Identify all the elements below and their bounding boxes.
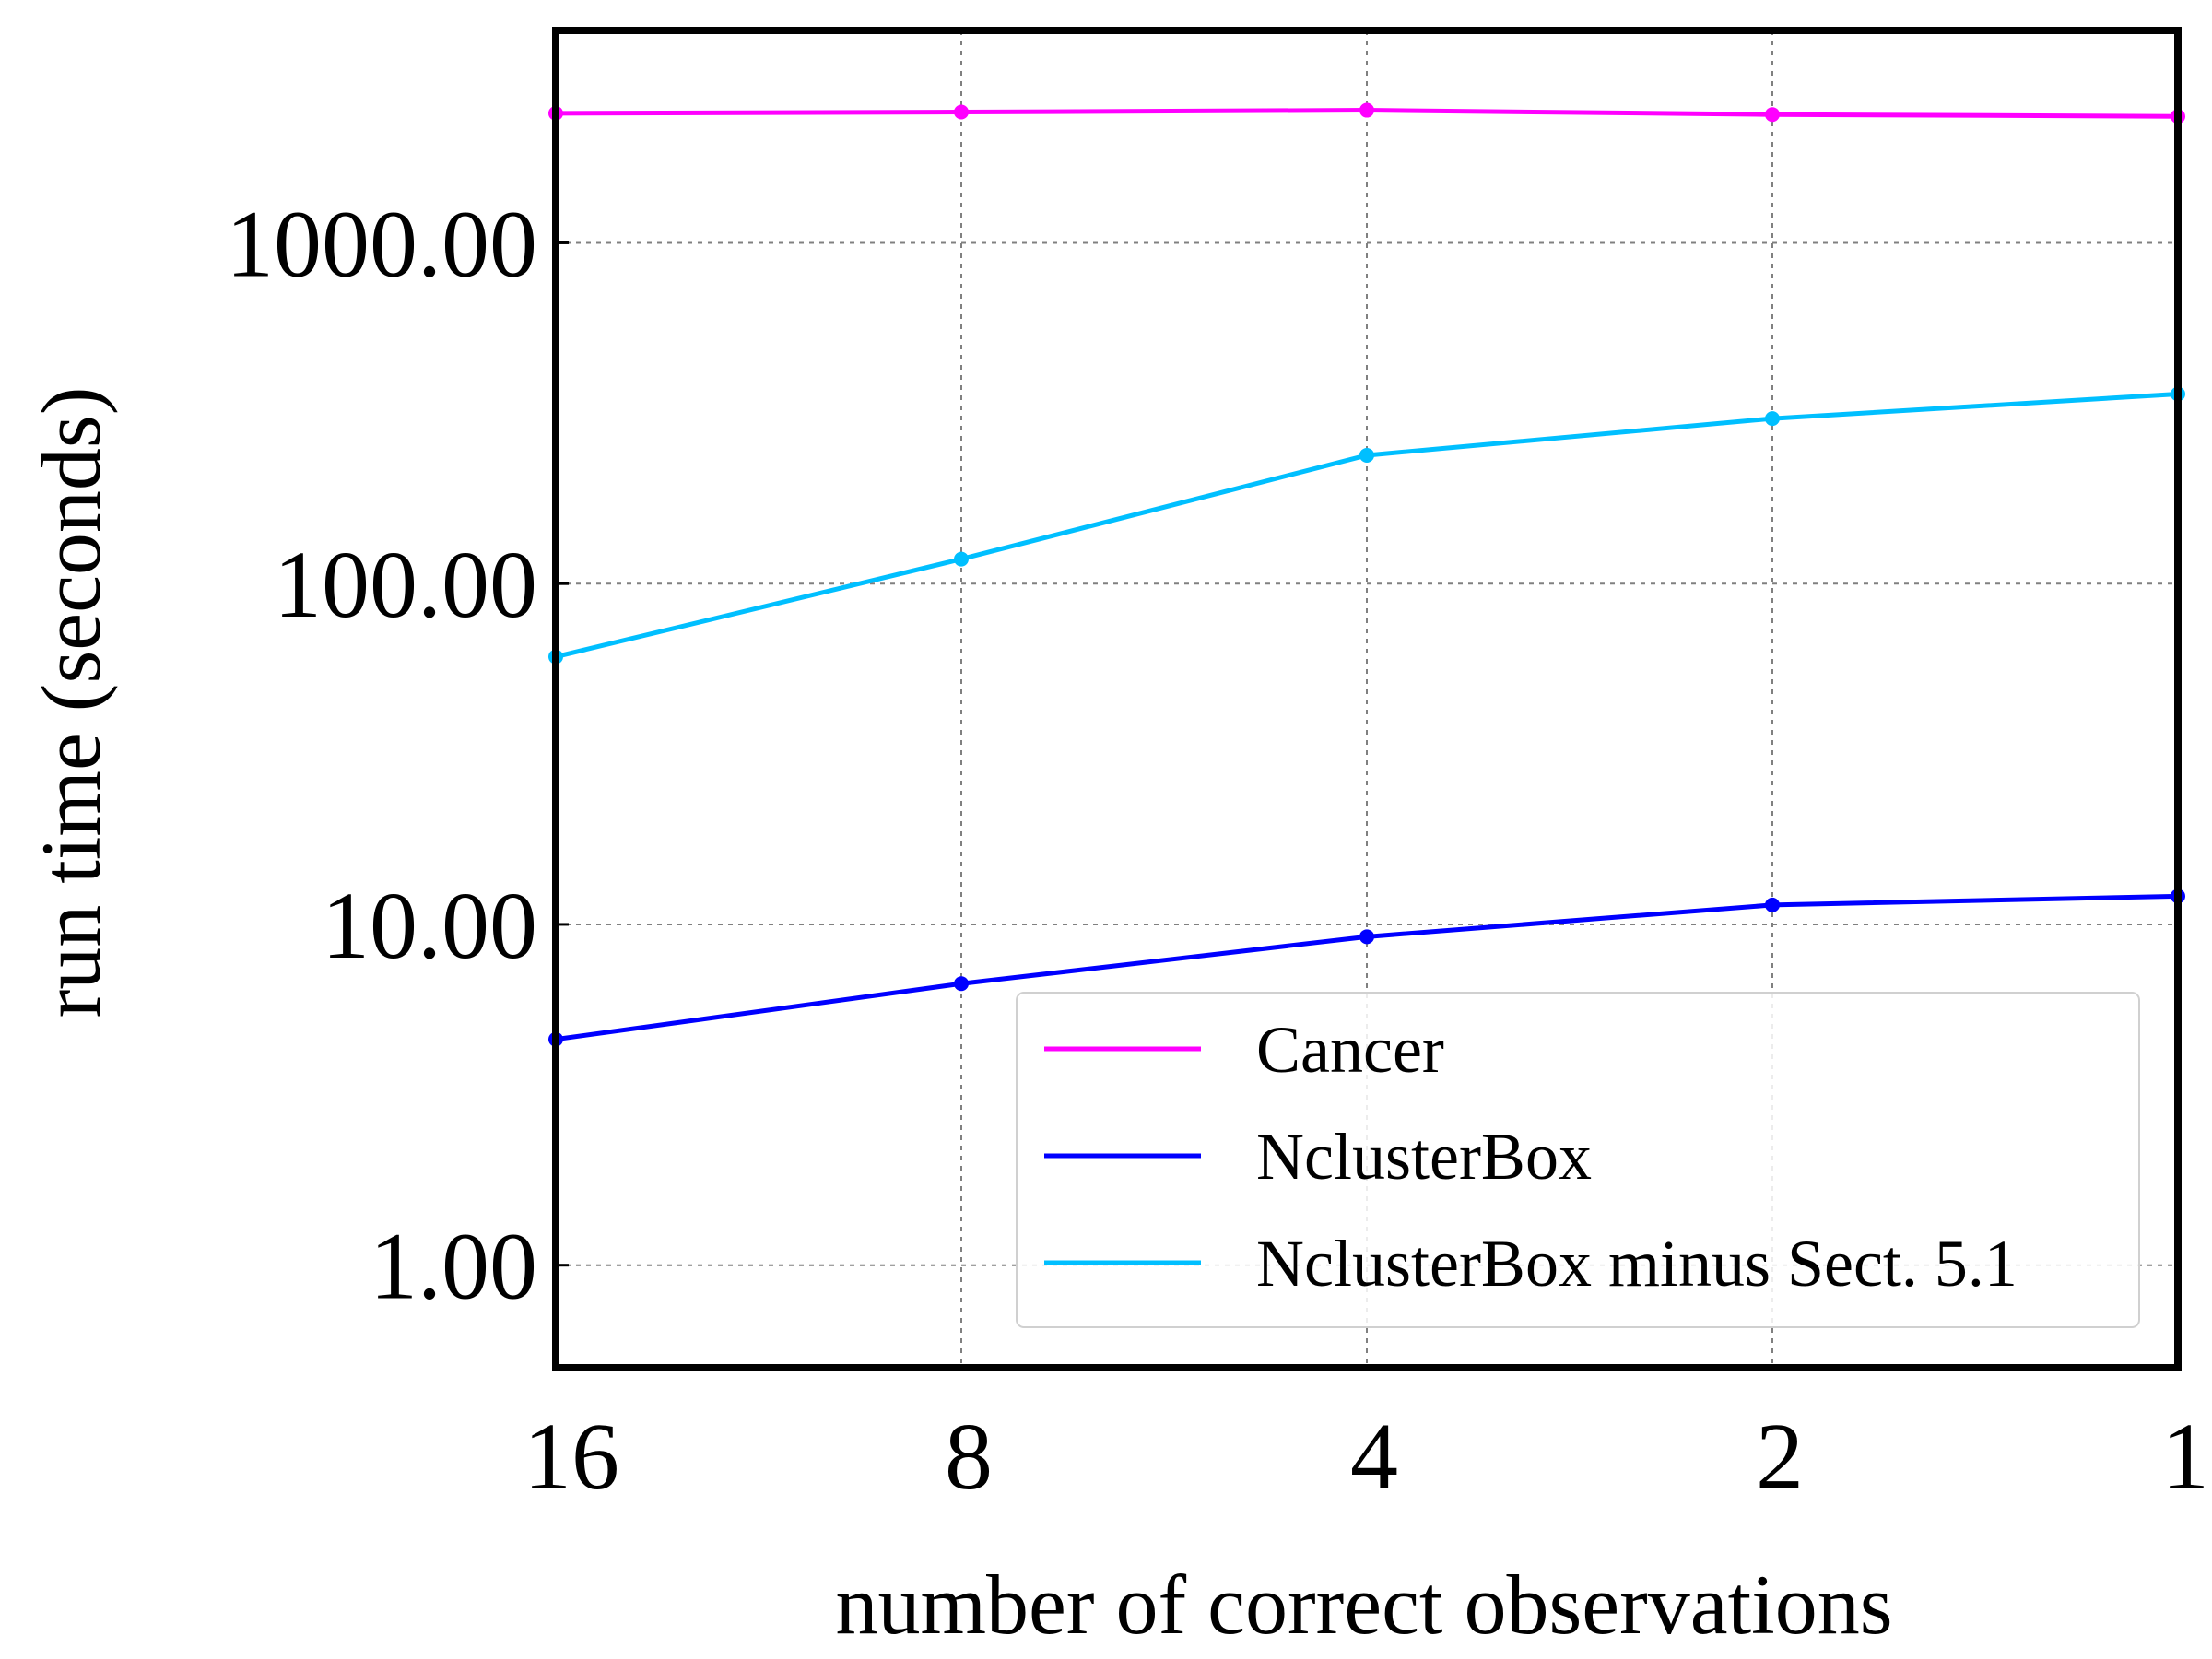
y-tick-label: 1000.00 (226, 191, 537, 297)
x-tick-label: 1 (2161, 1404, 2209, 1510)
legend-box (1016, 992, 2140, 1328)
y-axis-title: run time (seconds) (24, 387, 118, 1018)
x-tick-label: 4 (1350, 1404, 1398, 1510)
data-point (1765, 411, 1780, 427)
x-axis-title: number of correct observations (835, 1558, 1892, 1652)
y-tick-label: 1.00 (370, 1214, 537, 1320)
y-axis-ticks: 1.00 10.00 100.00 1000.00 (226, 191, 569, 1320)
x-tick-label: 2 (1756, 1404, 1804, 1510)
data-point (1359, 447, 1374, 463)
legend-label: NclusterBox minus Sect. 5.1 (1256, 1227, 2018, 1300)
data-point (954, 976, 969, 992)
series-line (555, 392, 2179, 660)
legend-label: NclusterBox (1256, 1120, 1592, 1194)
data-point (954, 551, 969, 567)
data-point (1765, 897, 1780, 912)
series-1 (548, 102, 2185, 124)
y-tick-label: 100.00 (274, 532, 537, 638)
legend-label: Cancer (1256, 1013, 1444, 1087)
plot-area-frame (552, 27, 2182, 1371)
x-tick-label: 8 (945, 1404, 993, 1510)
legend: Cancer NclusterBox NclusterBox minus Sect.… (1016, 992, 2140, 1328)
data-point (1359, 102, 1374, 118)
data-point (1765, 107, 1780, 123)
x-tick-label: 16 (524, 1404, 619, 1510)
y-tick-label: 10.00 (322, 873, 537, 979)
data-point (954, 104, 969, 120)
x-axis-ticks: 16 8 4 2 1 (524, 1404, 2209, 1510)
data-point (1359, 929, 1374, 945)
